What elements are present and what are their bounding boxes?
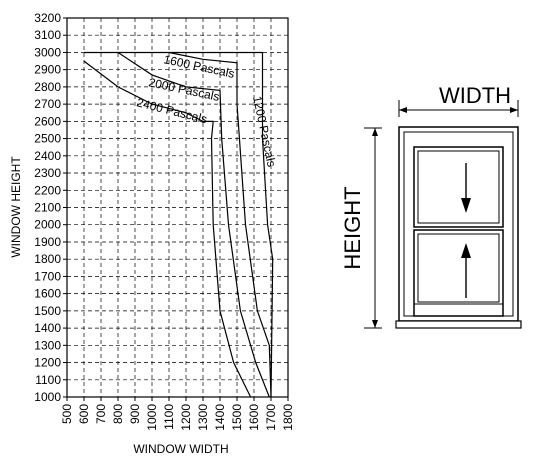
upper-glass (417, 150, 500, 224)
lower-glass (417, 233, 500, 303)
y-tick-label: 1900 (34, 235, 61, 249)
tick-labels: 1000110012001300140015001600170018001900… (34, 11, 295, 431)
width-arrow-left (399, 107, 407, 113)
y-tick-label: 1000 (34, 390, 61, 404)
y-tick-label: 1300 (34, 338, 61, 352)
chart-grid (66, 17, 289, 398)
y-tick-label: 1700 (34, 269, 61, 283)
plot-frame (66, 17, 289, 398)
curve-label-1200-pascals: 1200 Pascals (250, 95, 279, 168)
y-tick-label: 2600 (34, 114, 61, 128)
y-tick-label: 1400 (34, 321, 61, 335)
x-tick-label: 1200 (179, 404, 193, 431)
y-tick-label: 2400 (34, 149, 61, 163)
y-axis-title: WINDOW HEIGHT (9, 156, 23, 258)
x-tick-label: 1400 (213, 404, 227, 431)
upper-sash (413, 146, 504, 228)
curve-label-1600-pascals: 1600 Pascals (162, 52, 235, 81)
y-tick-label: 2500 (34, 132, 61, 146)
up-arrow-icon (461, 243, 471, 258)
down-arrow-icon (461, 198, 471, 213)
y-tick-label: 1600 (34, 287, 61, 301)
lower-sash (413, 229, 504, 317)
y-tick-label: 2000 (34, 218, 61, 232)
width-label: WIDTH (439, 83, 511, 108)
x-tick-label: 1100 (162, 404, 176, 430)
x-tick-label: 800 (111, 404, 125, 424)
y-tick-label: 2800 (34, 80, 61, 94)
y-tick-label: 2300 (34, 166, 61, 180)
window-diagram: WIDTH HEIGHT (340, 83, 522, 329)
series-line-3 (83, 60, 252, 398)
x-tick-label: 600 (77, 404, 91, 424)
width-arrow-right (510, 107, 518, 113)
x-axis-title: WINDOW WIDTH (133, 442, 228, 456)
y-tick-label: 2900 (34, 63, 61, 77)
y-tick-label: 2100 (34, 201, 61, 215)
x-tick-label: 900 (128, 404, 142, 424)
x-tick-label: 500 (60, 404, 74, 424)
x-tick-label: 1000 (145, 404, 159, 431)
height-arrow-top (372, 128, 378, 136)
window-sill (395, 320, 522, 329)
y-tick-label: 1800 (34, 252, 61, 266)
x-tick-label: 700 (94, 404, 108, 424)
series-line-0 (84, 51, 274, 398)
x-tick-label: 1600 (247, 404, 261, 431)
x-tick-label: 1500 (230, 404, 244, 431)
y-tick-label: 2200 (34, 183, 61, 197)
series-line-1 (168, 51, 272, 398)
y-tick-label: 1500 (34, 304, 61, 318)
y-tick-label: 1100 (35, 373, 61, 387)
pressure-curves (83, 51, 274, 398)
x-tick-label: 1800 (281, 404, 295, 431)
x-tick-label: 1300 (196, 404, 210, 431)
height-label: HEIGHT (340, 186, 365, 269)
y-tick-label: 2700 (34, 97, 61, 111)
y-tick-label: 3100 (34, 28, 61, 42)
y-tick-label: 3200 (34, 11, 61, 25)
y-tick-label: 3000 (34, 45, 61, 59)
x-tick-label: 1700 (264, 404, 278, 431)
y-tick-label: 1200 (34, 356, 61, 370)
height-arrow-bottom (372, 320, 378, 328)
series-line-2 (117, 51, 270, 398)
